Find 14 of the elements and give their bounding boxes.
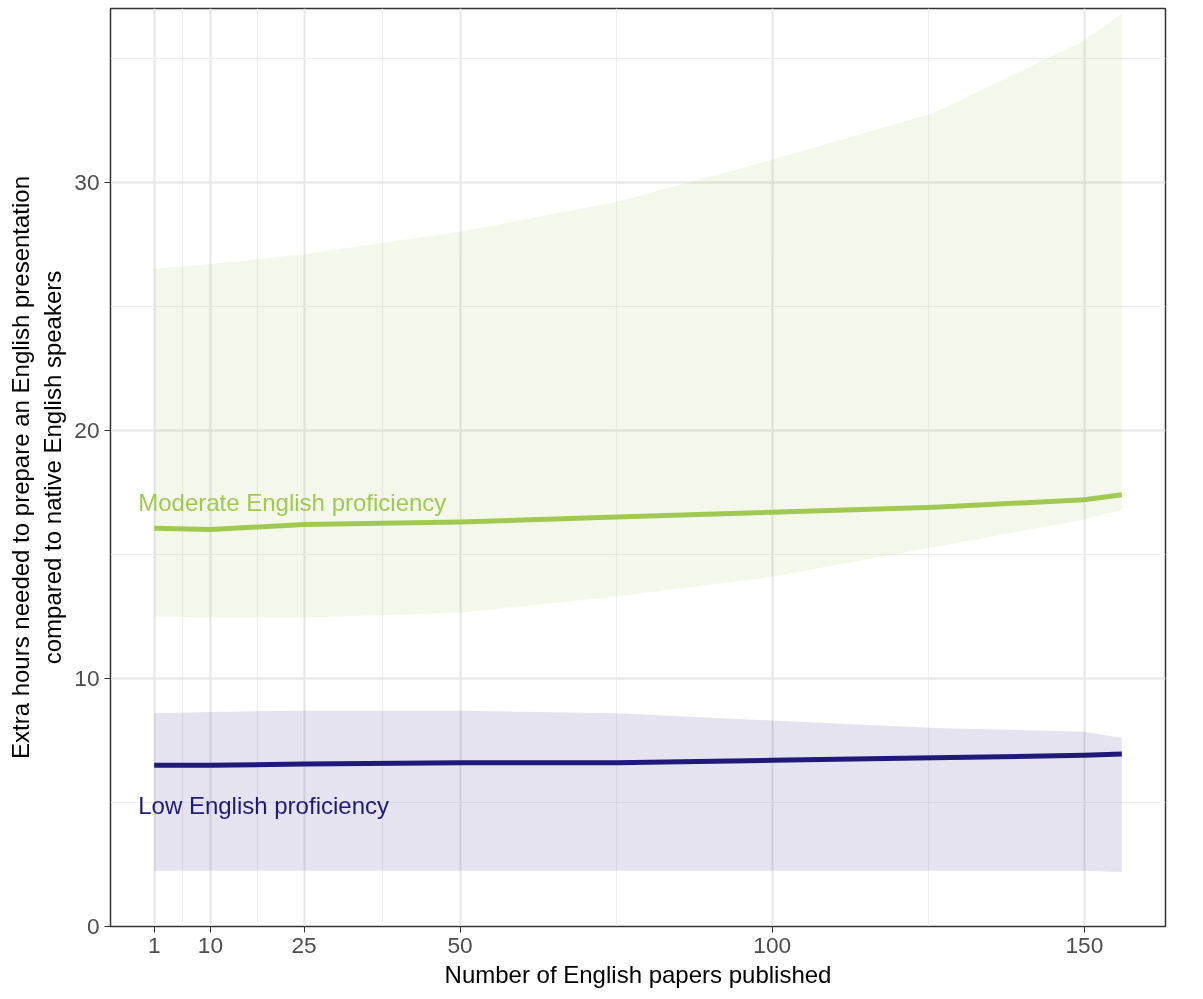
- x-tick-label: 50: [447, 931, 473, 958]
- series-label: Moderate English proficiency: [138, 488, 447, 516]
- x-tick-label: 25: [291, 931, 317, 958]
- series-label: Low English proficiency: [138, 791, 389, 819]
- y-axis-title: Extra hours needed to prepare an English presentation compared to native English speakers: [6, 175, 67, 760]
- y-tick-label: 20: [74, 416, 100, 443]
- x-tick-label: 100: [753, 931, 792, 958]
- x-tick-label: 150: [1065, 931, 1104, 958]
- x-tick-label: 1: [147, 931, 161, 958]
- y-tick-label: 0: [86, 913, 100, 939]
- x-axis-title: Number of English papers published: [444, 960, 832, 988]
- y-tick-label: 10: [74, 664, 100, 691]
- x-tick-label: 10: [197, 931, 223, 958]
- y-tick-label: 30: [74, 168, 100, 195]
